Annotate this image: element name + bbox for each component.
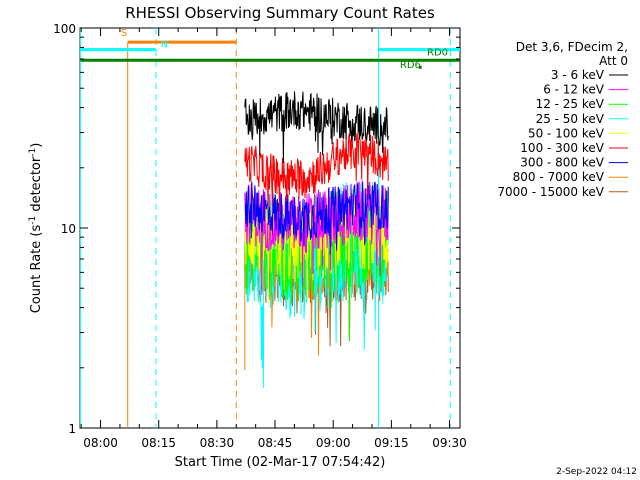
x-tick-label: 08:15 [141, 436, 176, 450]
y-axis-label-sup: -1 [28, 148, 38, 157]
series-trace [244, 91, 389, 164]
legend-header-line2: Att 0 [599, 54, 628, 68]
x-tick-label: 08:30 [200, 436, 235, 450]
axis-ticks: 08:00 08:15 08:30 08:45 09:00 09:15 09:30 1 10 10… [53, 22, 467, 450]
legend-label: 25 - 50 keV [536, 112, 605, 126]
legend-label: 100 - 300 keV [520, 141, 604, 155]
legend-label: 7000 - 15000 keV [497, 185, 604, 199]
x-tick-label: 09:30 [432, 436, 467, 450]
y-tick-label: 10 [61, 222, 76, 236]
legend-label: 12 - 25 keV [536, 97, 605, 111]
series-trace [244, 131, 389, 212]
chart-title: RHESSI Observing Summary Count Rates [125, 4, 435, 22]
legend-label: 300 - 800 keV [520, 156, 604, 170]
y-axis-label-part: detector [29, 156, 44, 216]
x-tick-label: 09:00 [316, 436, 351, 450]
series-traces [244, 91, 389, 388]
x-tick-label: 08:45 [258, 436, 293, 450]
footer-date: 2-Sep-2022 04:12 [556, 467, 637, 477]
y-axis-label-part: ) [29, 143, 44, 148]
y-axis-label-sup: -1 [28, 216, 38, 225]
y-axis-label-part: Count Rate (s [29, 225, 44, 314]
y-axis-label: Count Rate (s-1 detector-1) [28, 143, 44, 314]
event-lines [79, 28, 451, 428]
state-bar-label: N [161, 39, 168, 50]
y-tick-label: 1 [68, 422, 76, 436]
x-tick-label: 09:15 [374, 436, 409, 450]
state-bar-label: S [121, 28, 127, 39]
y-tick-label: 100 [53, 22, 76, 36]
legend-label: 3 - 6 keV [551, 68, 605, 82]
legend-label: 50 - 100 keV [528, 126, 605, 140]
state-bar-marker [418, 65, 422, 69]
x-axis-label: Start Time (02-Mar-17 07:54:42) [175, 455, 386, 470]
legend-label: 800 - 7000 keV [513, 170, 605, 184]
legend-header-line1: Det 3,6, FDecim 2, [516, 40, 628, 54]
state-bars: S N RD0 RD6 [80, 28, 460, 71]
state-bar-label: RD6 [400, 60, 421, 71]
state-bar-label: RD0 [427, 47, 448, 58]
x-tick-label: 08:00 [83, 436, 118, 450]
legend-label: 6 - 12 keV [543, 83, 605, 97]
series-trace [244, 181, 389, 255]
